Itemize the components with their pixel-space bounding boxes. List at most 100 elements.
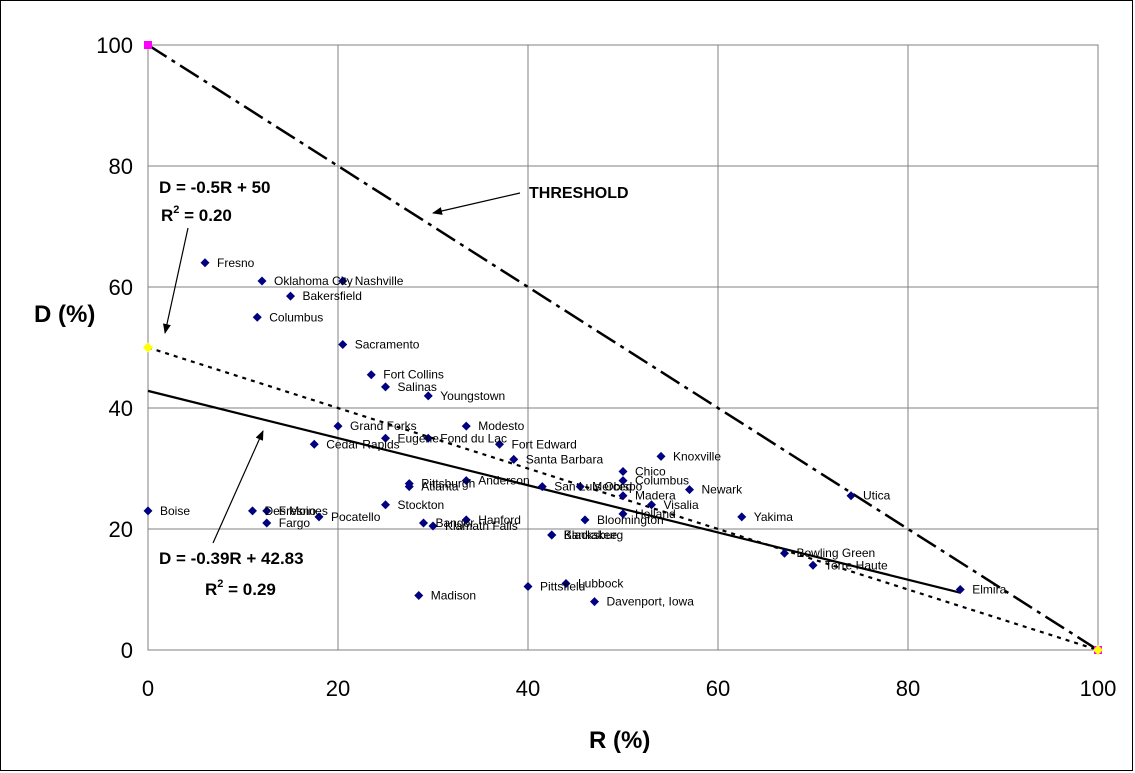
solid-equation-arrow — [212, 430, 264, 544]
data-point — [314, 512, 324, 522]
data-point — [262, 518, 272, 528]
x-tick-label: 60 — [706, 676, 730, 701]
data-point-label: Klamath Falls — [445, 519, 518, 533]
y-axis-title: D (%) — [34, 301, 95, 328]
data-point — [338, 339, 348, 349]
data-point-label: Sacramento — [355, 337, 420, 351]
data-point-label: Fort Edward — [512, 437, 577, 451]
data-point — [366, 370, 376, 380]
data-point — [656, 451, 666, 461]
data-point — [846, 491, 856, 501]
data-point-label: Pittsfield — [540, 579, 585, 593]
y-tick-label: 0 — [121, 638, 133, 663]
data-point-label: Knoxville — [673, 449, 721, 463]
data-point — [333, 421, 343, 431]
data-point — [618, 467, 628, 477]
data-point-label: Bowling Green — [797, 546, 876, 560]
data-point-label: Hanford — [478, 513, 521, 527]
data-point — [590, 597, 599, 607]
data-point-label: Elmira — [972, 583, 1006, 597]
data-point — [537, 482, 547, 492]
data-point — [647, 500, 656, 510]
data-point — [419, 518, 428, 528]
data-point-label: Fond du Lac — [440, 431, 507, 445]
data-point-label: Fresno — [217, 256, 255, 270]
data-point-label: Eugene — [398, 431, 440, 445]
y-axis-ticks: 0 20 40 60 80 100 — [96, 33, 133, 663]
data-point-label: San Luis Obispo — [554, 480, 642, 494]
data-point-label: Stockton — [398, 498, 445, 512]
data-point-label: Santa Barbara — [526, 452, 604, 466]
data-point — [200, 258, 210, 268]
dotted-endpoint-marker — [1093, 645, 1103, 655]
dotted-equation-arrow — [163, 227, 189, 334]
data-point-label: Boise — [160, 504, 190, 518]
data-point — [618, 509, 628, 519]
data-point — [257, 276, 267, 286]
y-tick-label: 20 — [109, 517, 133, 542]
y-tick-label: 80 — [109, 154, 133, 179]
data-point — [262, 506, 272, 516]
data-point-label: Bakersfield — [303, 289, 362, 303]
data-point-label: Atlanta — [421, 480, 459, 494]
data-point — [338, 276, 348, 286]
threshold-endpoint-marker — [144, 41, 152, 49]
data-point — [685, 485, 694, 495]
data-point-label: Cedar Rapids — [326, 437, 399, 451]
data-point-label: Bangor — [436, 516, 475, 530]
data-point — [461, 515, 471, 525]
data-point-label: Nashville — [355, 274, 404, 288]
dotted-equation: D = -0.5R + 50 — [159, 178, 271, 197]
data-point — [414, 591, 424, 601]
x-tick-label: 20 — [326, 676, 350, 701]
threshold-arrow — [432, 192, 521, 215]
data-point-label: Oklahoma City — [274, 274, 353, 288]
data-point — [248, 506, 257, 516]
data-point-label: Youngstown — [440, 389, 505, 403]
data-point — [523, 581, 533, 591]
data-point-label: Columbus — [635, 474, 689, 488]
data-point — [252, 312, 262, 322]
data-point-label: Yakima — [754, 510, 793, 524]
y-tick-label: 60 — [109, 275, 133, 300]
solid-r-squared: R2 = 0.29 — [205, 578, 276, 599]
data-point-label: Madison — [431, 589, 476, 603]
data-point-label: Bloomington — [597, 513, 664, 527]
x-tick-label: 0 — [142, 676, 154, 701]
data-point — [461, 421, 471, 431]
x-axis-title: R (%) — [589, 727, 650, 754]
threshold-label: THRESHOLD — [529, 185, 629, 202]
data-point — [143, 506, 153, 516]
data-point-label: Fargo — [279, 516, 311, 530]
data-point-label: Modesto — [478, 419, 524, 433]
data-point-label: Visalia — [664, 498, 699, 512]
y-tick-label: 40 — [109, 396, 133, 421]
x-axis-ticks: 0 20 40 60 80 100 — [142, 676, 1116, 701]
data-point-label: Lubbock — [578, 576, 624, 590]
x-tick-label: 40 — [516, 676, 540, 701]
data-point — [423, 391, 433, 401]
data-point — [808, 560, 818, 570]
dotted-endpoint-marker — [143, 342, 153, 353]
data-point — [575, 482, 585, 492]
data-point — [381, 382, 390, 392]
data-point-label: Kankakee — [564, 528, 618, 542]
grid-lines — [148, 45, 1098, 650]
data-point-label: Holland — [635, 507, 676, 521]
data-point — [381, 500, 390, 510]
fit-line-dash-dot — [147, 43, 1099, 652]
dotted-r-squared: R2 = 0.20 — [161, 204, 232, 225]
data-point-label: Madera — [635, 489, 676, 503]
data-point-label: Pocatello — [331, 510, 381, 524]
data-point — [404, 482, 414, 492]
data-point-label: Des Moines — [265, 504, 328, 518]
data-point — [618, 476, 628, 486]
data-point — [495, 439, 504, 449]
data-point — [286, 291, 295, 301]
data-point-label: Grand Forks — [350, 419, 417, 433]
data-point-label: Chico — [635, 465, 666, 479]
data-point — [423, 433, 433, 443]
data-point-label: Fresno — [279, 504, 317, 518]
data-point — [509, 454, 519, 464]
